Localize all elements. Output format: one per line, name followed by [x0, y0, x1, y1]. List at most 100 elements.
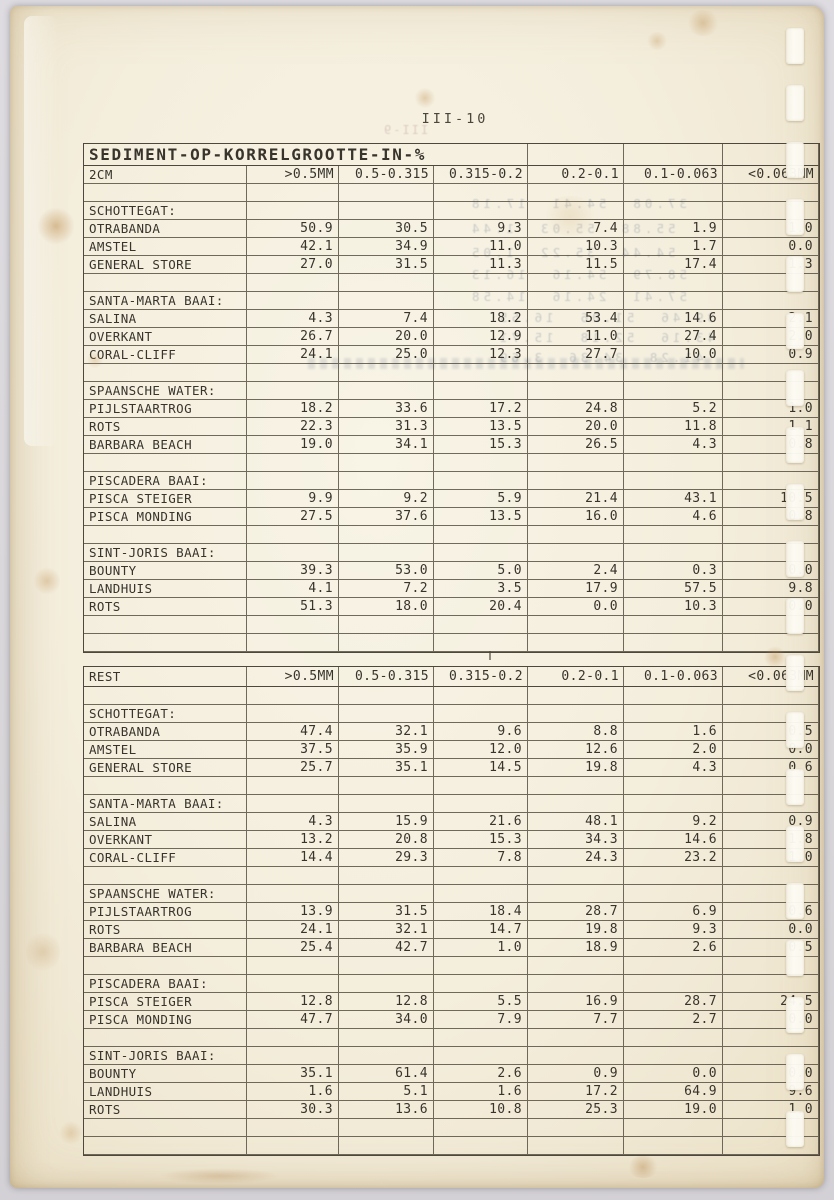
column-header: 0.1-0.063: [624, 166, 723, 184]
value-cell: 1.0: [723, 220, 819, 238]
value-cell: 7.9: [434, 1011, 528, 1029]
value-cell: 14.4: [247, 849, 339, 867]
value-cell: 11.8: [624, 418, 723, 436]
empty-cell: [528, 292, 624, 310]
empty-cell: [339, 975, 434, 993]
empty-cell: [247, 1137, 339, 1155]
value-cell: 26.5: [528, 436, 624, 454]
row-label: PIJLSTAARTROG: [84, 400, 247, 418]
empty-cell: [247, 867, 339, 885]
empty-cell: [723, 184, 819, 202]
value-cell: 9.8: [723, 580, 819, 598]
binding-hole: [786, 28, 804, 64]
value-cell: 10.0: [624, 346, 723, 364]
empty-cell: [723, 795, 819, 813]
value-cell: 32.1: [339, 723, 434, 741]
empty-cell: [624, 472, 723, 490]
empty-cell: [339, 1119, 434, 1137]
value-cell: 12.9: [434, 328, 528, 346]
row-label: BOUNTY: [84, 562, 247, 580]
value-cell: 24.3: [528, 849, 624, 867]
binding-hole: [786, 655, 804, 691]
row-label: SALINA: [84, 310, 247, 328]
value-cell: 21.6: [434, 813, 528, 831]
row-label: ROTS: [84, 418, 247, 436]
value-cell: 30.5: [339, 220, 434, 238]
empty-cell: [624, 1047, 723, 1065]
value-cell: 1.6: [624, 723, 723, 741]
empty-cell: [624, 867, 723, 885]
empty-cell: [247, 202, 339, 220]
column-header: 0.2-0.1: [528, 166, 624, 184]
value-cell: 34.0: [339, 1011, 434, 1029]
empty-cell: [723, 364, 819, 382]
binding-hole: [786, 256, 804, 292]
binding-hole: [786, 142, 804, 178]
value-cell: 13.5: [434, 418, 528, 436]
value-cell: 24.1: [247, 921, 339, 939]
empty-cell: [339, 885, 434, 903]
empty-cell: [339, 526, 434, 544]
value-cell: 0.9: [723, 813, 819, 831]
empty-cell: [624, 795, 723, 813]
section-label: SCHOTTEGAT:: [84, 705, 247, 723]
value-cell: 2.0: [723, 328, 819, 346]
value-cell: 12.8: [247, 993, 339, 1011]
empty-cell: [528, 687, 624, 705]
empty-cell: [247, 885, 339, 903]
row-label: PISCA MONDING: [84, 1011, 247, 1029]
section-label: PISCADERA BAAI:: [84, 975, 247, 993]
empty-cell: [624, 1029, 723, 1047]
value-cell: 25.0: [339, 346, 434, 364]
value-cell: 2.6: [624, 939, 723, 957]
value-cell: 5.0: [434, 562, 528, 580]
empty-cell: [434, 1029, 528, 1047]
row-label: PISCA STEIGER: [84, 993, 247, 1011]
empty-cell: [84, 687, 247, 705]
empty-cell: [528, 634, 624, 652]
empty-cell: [723, 616, 819, 634]
value-cell: 2.7: [624, 1011, 723, 1029]
value-cell: 10.8: [434, 1101, 528, 1119]
value-cell: 23.2: [624, 849, 723, 867]
value-cell: 9.2: [339, 490, 434, 508]
value-cell: 22.3: [247, 418, 339, 436]
value-cell: 19.0: [247, 436, 339, 454]
empty-cell: [528, 144, 624, 166]
empty-cell: [434, 274, 528, 292]
empty-cell: [339, 634, 434, 652]
empty-cell: [434, 454, 528, 472]
value-cell: 7.4: [339, 310, 434, 328]
row-label: PISCA MONDING: [84, 508, 247, 526]
empty-cell: [247, 526, 339, 544]
value-cell: 20.4: [434, 598, 528, 616]
column-header: >0.5MM: [247, 667, 339, 687]
value-cell: 30.3: [247, 1101, 339, 1119]
row-label: LANDHUIS: [84, 580, 247, 598]
empty-cell: [339, 472, 434, 490]
empty-cell: [434, 526, 528, 544]
empty-cell: [723, 382, 819, 400]
empty-cell: [434, 292, 528, 310]
empty-cell: [528, 867, 624, 885]
row-label: PISCA STEIGER: [84, 490, 247, 508]
value-cell: 12.8: [339, 993, 434, 1011]
value-cell: 51.3: [247, 598, 339, 616]
empty-cell: [624, 705, 723, 723]
empty-cell: [339, 957, 434, 975]
value-cell: 15.9: [339, 813, 434, 831]
value-cell: 0.6: [723, 759, 819, 777]
empty-cell: [247, 454, 339, 472]
empty-cell: [84, 454, 247, 472]
empty-cell: [339, 616, 434, 634]
value-cell: 0.5: [723, 939, 819, 957]
empty-cell: [247, 975, 339, 993]
empty-cell: [339, 364, 434, 382]
value-cell: 16.9: [528, 993, 624, 1011]
value-cell: 14.6: [624, 310, 723, 328]
value-cell: 48.1: [528, 813, 624, 831]
value-cell: 34.1: [339, 436, 434, 454]
empty-cell: [723, 634, 819, 652]
table-title: SEDIMENT-OP-KORRELGROOTTE-IN-%: [84, 144, 528, 166]
row-label: GENERAL STORE: [84, 256, 247, 274]
